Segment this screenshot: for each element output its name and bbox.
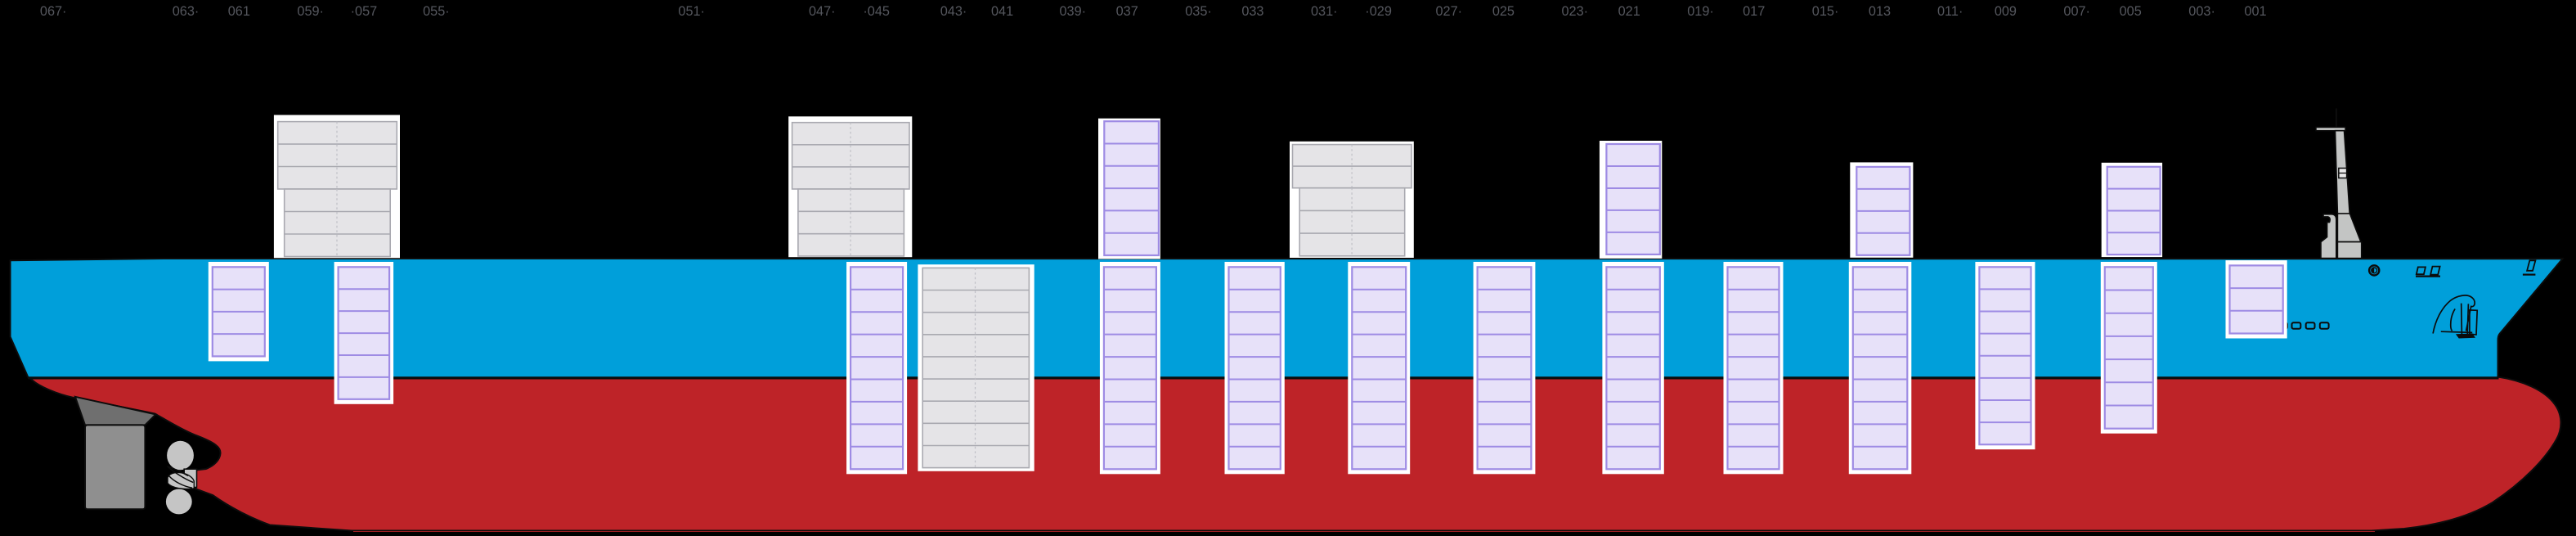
svg-text:037: 037 <box>1116 4 1138 19</box>
svg-text:043·: 043· <box>940 4 967 19</box>
svg-text:059·: 059· <box>297 4 324 19</box>
svg-text:013: 013 <box>1869 4 1891 19</box>
svg-text:039·: 039· <box>1060 4 1087 19</box>
svg-text:031·: 031· <box>1311 4 1338 19</box>
svg-text:051·: 051· <box>678 4 705 19</box>
svg-text:·029: ·029 <box>1365 4 1392 19</box>
svg-text:027·: 027· <box>1436 4 1463 19</box>
svg-text:·045: ·045 <box>863 4 890 19</box>
svg-text:021: 021 <box>1618 4 1640 19</box>
svg-text:·057: ·057 <box>351 4 378 19</box>
svg-text:033: 033 <box>1241 4 1263 19</box>
svg-text:019·: 019· <box>1687 4 1714 19</box>
svg-text:035·: 035· <box>1185 4 1212 19</box>
svg-text:011·: 011· <box>1937 4 1963 19</box>
svg-text:023·: 023· <box>1562 4 1589 19</box>
svg-text:005: 005 <box>2120 4 2142 19</box>
svg-text:025: 025 <box>1492 4 1515 19</box>
svg-text:061: 061 <box>228 4 250 19</box>
svg-text:001: 001 <box>2244 4 2266 19</box>
svg-text:063·: 063· <box>173 4 200 19</box>
svg-text:007·: 007· <box>2063 4 2090 19</box>
svg-text:017: 017 <box>1743 4 1765 19</box>
svg-text:047·: 047· <box>809 4 836 19</box>
svg-text:009: 009 <box>1995 4 2017 19</box>
svg-text:003·: 003· <box>2188 4 2215 19</box>
svg-text:015·: 015· <box>1812 4 1839 19</box>
svg-text:055·: 055· <box>423 4 450 19</box>
svg-text:067·: 067· <box>40 4 67 19</box>
svg-text:041: 041 <box>991 4 1013 19</box>
